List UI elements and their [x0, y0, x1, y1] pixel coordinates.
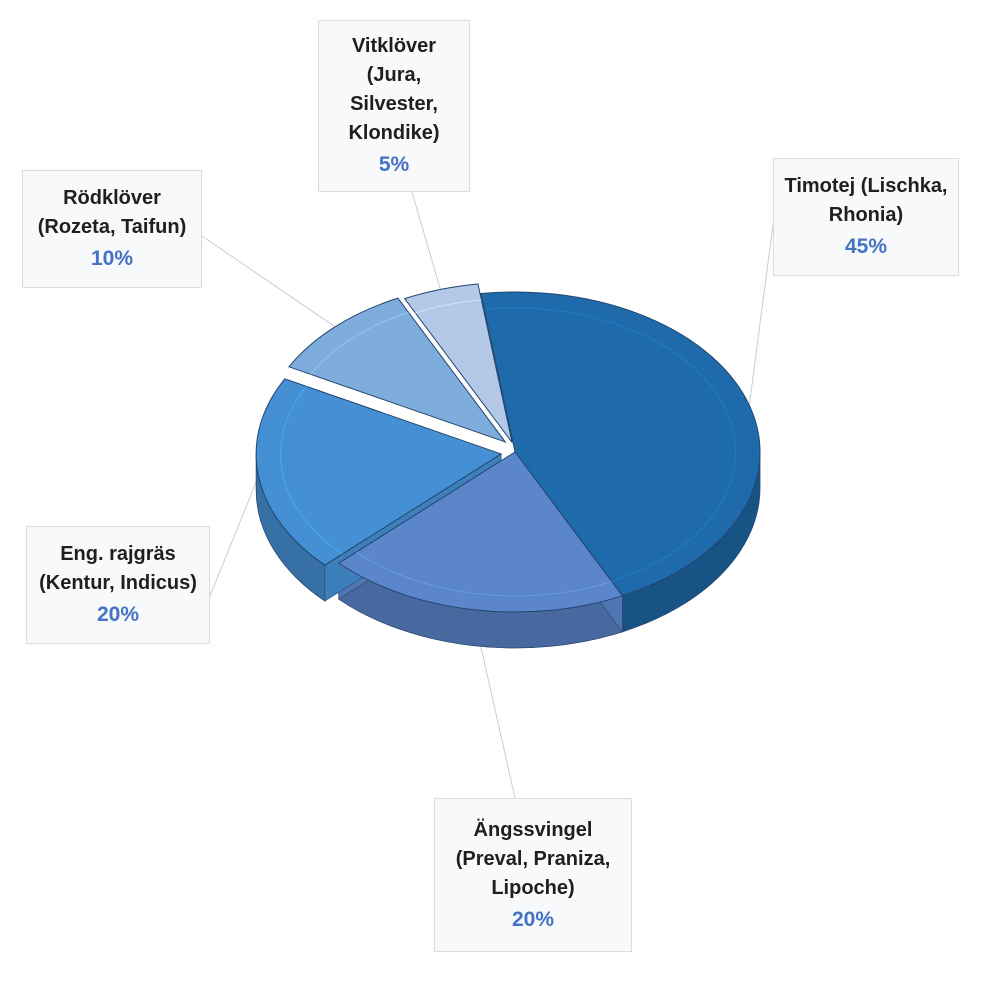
data-label-value: 20%	[511, 907, 555, 931]
data-label-value: 5%	[378, 153, 410, 176]
data-label-text: (Preval, Praniza,	[455, 847, 611, 870]
data-label: Rödklöver (Rozeta, Taifun) 10%	[22, 170, 202, 288]
slice-bevel	[310, 311, 409, 375]
data-label-text: Lipoche)	[491, 876, 575, 899]
pie-slices	[255, 283, 761, 613]
data-label-text: Klondike)	[348, 122, 440, 144]
slice-bevel	[280, 385, 343, 555]
data-label-value: 10%	[90, 247, 134, 270]
data-label-text: Timotej (Lischka,	[784, 175, 948, 197]
data-label: Ängssvingel (Preval, Praniza, Lipoche) 20%	[434, 798, 632, 952]
data-label-text: Rödklöver	[63, 187, 161, 209]
data-label-text: Vitklöver	[351, 35, 437, 57]
data-label-value: 20%	[96, 603, 140, 626]
data-label-text: (Rozeta, Taifun)	[37, 216, 187, 238]
slice-bevel	[356, 551, 612, 597]
data-label: Eng. rajgräs (Kentur, Indicus) 20%	[26, 526, 210, 644]
pie-slice	[337, 451, 624, 613]
data-label-text: Silvester,	[350, 93, 438, 115]
leader-line	[748, 224, 774, 406]
data-label: Vitklöver (Jura, Silvester, Klondike) 5%	[318, 20, 470, 192]
pie-slice	[288, 297, 507, 443]
pie-slice	[255, 378, 503, 566]
data-label-text: Eng. rajgräs	[60, 543, 176, 565]
leader-line	[201, 235, 336, 328]
leader-line	[411, 191, 441, 290]
data-label-value: 45%	[844, 235, 888, 258]
data-label-text: Ängssvingel	[473, 818, 593, 841]
slice-bevel	[415, 299, 482, 314]
leader-line	[209, 476, 259, 597]
data-label-text: (Kentur, Indicus)	[39, 572, 197, 594]
slice-bevel	[484, 307, 737, 582]
pie-slice	[403, 283, 513, 443]
data-label: Timotej (Lischka, Rhonia) 45%	[773, 158, 959, 276]
data-label-text: (Jura,	[366, 64, 422, 86]
pie-slice	[480, 291, 761, 597]
data-label-text: Rhonia)	[828, 204, 904, 226]
